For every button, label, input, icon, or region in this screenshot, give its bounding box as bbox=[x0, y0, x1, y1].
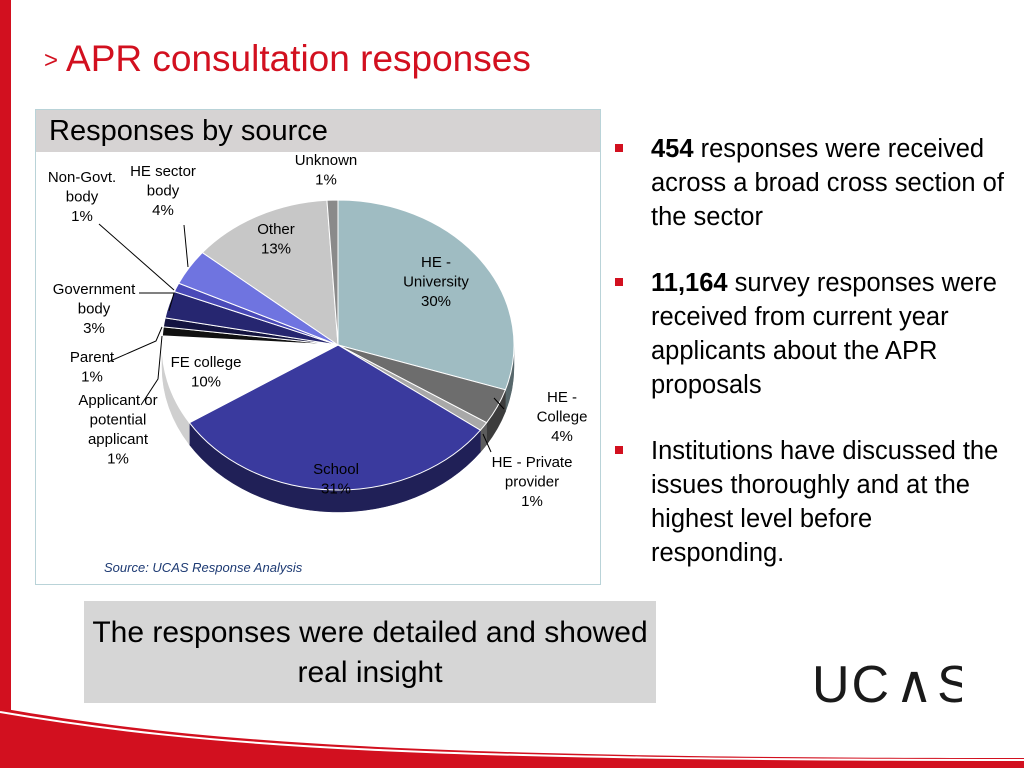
bullet-square-icon bbox=[615, 446, 623, 454]
leader-line bbox=[482, 433, 492, 453]
slice-label: Other 13% bbox=[257, 221, 295, 258]
bullet-text: survey responses were received from curr… bbox=[651, 269, 997, 399]
leader-line bbox=[107, 326, 163, 363]
ucas-logo-mark: UC∧S bbox=[812, 656, 972, 714]
page-title: > APR consultation responses bbox=[44, 38, 531, 80]
chart-panel: Responses by source HE -University 30% HE … bbox=[35, 109, 601, 585]
slice-label: Unknown 1% bbox=[295, 152, 358, 189]
slice-label: HE sector body 4% bbox=[130, 163, 196, 219]
pie-slice bbox=[188, 344, 482, 491]
callout-box: The responses were detailed and showed r… bbox=[84, 601, 656, 703]
bullet-list: 454 responses were received across a bro… bbox=[615, 132, 1010, 602]
chart-title: Responses by source bbox=[49, 115, 328, 147]
ucas-logo-text: UC∧S bbox=[812, 658, 962, 708]
slice-label: FE college 10% bbox=[171, 354, 242, 391]
pie-slice bbox=[201, 199, 339, 346]
pie-slice bbox=[337, 199, 515, 391]
bullet-square-icon bbox=[615, 278, 623, 286]
slice-label: HE -College 4% bbox=[537, 389, 588, 445]
leader-line bbox=[98, 223, 175, 291]
slice-label: Applicant or potential applicant 1% bbox=[78, 392, 157, 468]
bullet-bold: 454 bbox=[651, 135, 694, 163]
leader-line bbox=[140, 335, 163, 406]
chart-source: Source: UCAS Response Analysis bbox=[104, 560, 303, 575]
chart-header: Responses by source bbox=[36, 110, 600, 152]
ucas-logo: UC∧S bbox=[812, 656, 972, 718]
slice-label: Government body 3% bbox=[53, 281, 136, 337]
bullet-text: Institutions have discussed the issues t… bbox=[651, 437, 999, 567]
leader-line bbox=[493, 397, 505, 410]
bullet-text: responses were received across a broad c… bbox=[651, 135, 1004, 231]
slice-label: HE -University 30% bbox=[403, 254, 469, 310]
bullet-item: 11,164 survey responses were received fr… bbox=[615, 266, 1010, 402]
leader-line bbox=[183, 224, 189, 268]
slice-label: School 31% bbox=[313, 461, 359, 498]
left-accent-bar bbox=[0, 0, 11, 768]
title-text: APR consultation responses bbox=[66, 38, 531, 79]
slice-label: HE - Private provider 1% bbox=[492, 454, 573, 510]
pie-slice bbox=[161, 335, 340, 424]
pie-slice bbox=[326, 199, 339, 346]
bullet-bold: 11,164 bbox=[651, 269, 728, 297]
title-chevron: > bbox=[44, 47, 59, 74]
slice-label: Non-Govt. body 1% bbox=[48, 169, 116, 225]
slice-label: Parent 1% bbox=[70, 349, 115, 386]
bullet-square-icon bbox=[615, 144, 623, 152]
pie-chart: HE -University 30% HE -College 4% HE - Priva… bbox=[48, 152, 588, 513]
pie-slices bbox=[161, 199, 515, 491]
bullet-item: Institutions have discussed the issues t… bbox=[615, 434, 1010, 570]
bullet-item: 454 responses were received across a bro… bbox=[615, 132, 1010, 234]
leader-line bbox=[139, 292, 175, 312]
bottom-swoosh bbox=[0, 708, 1024, 768]
